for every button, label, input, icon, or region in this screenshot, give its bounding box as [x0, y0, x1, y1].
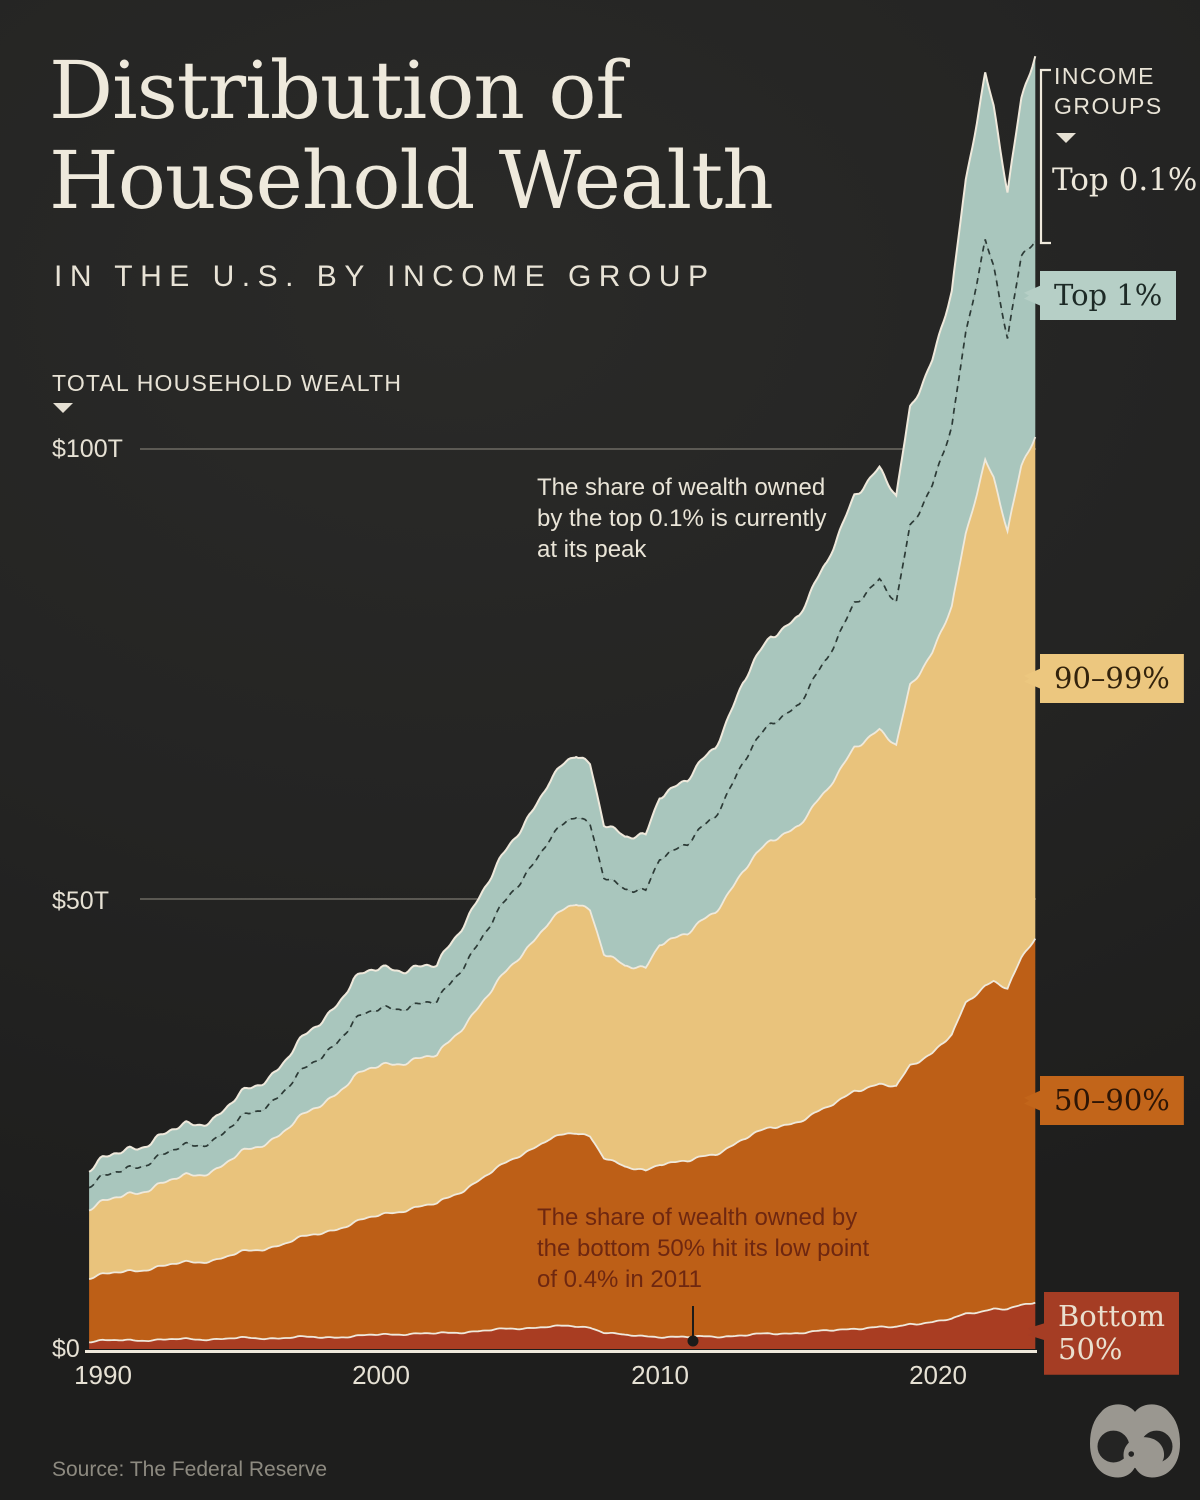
legend-badge-bottom-50-percent: Bottom 50% — [1028, 1292, 1180, 1375]
y-tick-50t: $50T — [52, 887, 109, 915]
badge-bottom50-line-1: Bottom — [1058, 1299, 1166, 1333]
top-0-1-percent-bracket — [1039, 68, 1051, 245]
top-0-1-percent-dashed-boundary — [88, 239, 1037, 1189]
area-layer-90-99- — [89, 437, 1036, 1280]
x-tick-2000: 2000 — [352, 1360, 410, 1390]
legend-heading: INCOME GROUPS — [1054, 62, 1163, 122]
boundary-line-3 — [88, 436, 1037, 1212]
x-tick-2020: 2020 — [909, 1360, 967, 1390]
down-arrow-icon — [1056, 133, 1076, 143]
x-tick-2010: 2010 — [631, 1360, 689, 1390]
area-layer-99-99-9- — [89, 239, 1036, 1211]
legend-badge-top-1-percent: Top 1% — [1024, 271, 1177, 321]
total-wealth-top-edge — [88, 55, 1037, 1173]
legend-heading-line-2: GROUPS — [1054, 92, 1163, 119]
annotation-bottom-50-low-point: The share of wealth owned by the bottom … — [537, 1204, 870, 1294]
y-tick-0: $0 — [52, 1335, 80, 1363]
legend-badge-50-90-percent: 50–90% — [1024, 1076, 1184, 1126]
legend-heading-line-1: INCOME — [1054, 63, 1155, 89]
boundary-line-2 — [88, 938, 1037, 1280]
title-line-1: Distribution of — [49, 44, 625, 137]
y-tick-100t: $100T — [52, 435, 123, 463]
down-arrow-icon — [53, 403, 73, 413]
annotation-pointer-dot — [687, 1335, 699, 1347]
title-line-2: Household Wealth — [49, 133, 774, 227]
annotation-top-0-1-peak: The share of wealth owned by the top 0.1… — [537, 474, 827, 564]
x-tick-1990: 1990 — [74, 1360, 132, 1390]
page-subtitle: IN THE U.S. BY INCOME GROUP — [54, 260, 716, 293]
badge-bottom50-line-2: 50% — [1058, 1332, 1123, 1367]
source-credit: Source: The Federal Reserve — [52, 1458, 328, 1481]
page-title: Distribution of Household Wealth — [49, 44, 774, 227]
area-layer-50-90- — [89, 938, 1036, 1343]
boundary-line-1 — [89, 1301, 1036, 1344]
legend-badge-90-99-percent: 90–99% — [1024, 654, 1184, 704]
publisher-logo-icon — [1090, 1404, 1180, 1478]
legend-label-top-0-1-percent: Top 0.1% — [1052, 162, 1198, 198]
y-axis-title: TOTAL HOUSEHOLD WEALTH — [52, 370, 403, 396]
